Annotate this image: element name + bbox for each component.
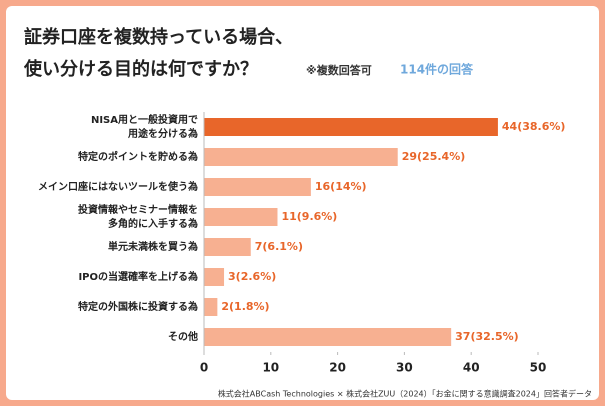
y-tick-label: その他 xyxy=(168,330,198,343)
label-line: メイン口座にはないツールを使う為 xyxy=(38,180,198,193)
value-label: 7(6.1%) xyxy=(255,240,303,253)
label-line: 特定のポイントを貯める為 xyxy=(78,150,198,163)
x-tick-label: 0 xyxy=(200,361,208,375)
bar xyxy=(204,118,498,136)
x-tick-label: 50 xyxy=(530,361,547,375)
bar xyxy=(204,298,218,316)
label-line: 特定の外国株に投資する為 xyxy=(78,300,198,313)
chart-title: 使い分ける目的は何ですか？ xyxy=(23,58,258,80)
x-tick-label: 10 xyxy=(262,361,279,375)
bar xyxy=(204,208,278,226)
label-line: NISA用と一般投資用で xyxy=(91,113,198,126)
bar xyxy=(204,178,311,196)
value-label: 3(2.6%) xyxy=(228,270,276,283)
value-label: 44(38.6%) xyxy=(502,120,566,133)
bar xyxy=(204,238,251,256)
response-count: 114件の回答 xyxy=(400,62,474,77)
panel xyxy=(6,6,599,400)
value-label: 37(32.5%) xyxy=(455,330,519,343)
bar xyxy=(204,148,398,166)
x-tick-label: 30 xyxy=(396,361,413,375)
y-tick-label: IPOの当選確率を上げる為 xyxy=(78,270,198,283)
value-label: 11(9.6%) xyxy=(281,210,337,223)
value-label: 16(14%) xyxy=(315,180,367,193)
y-tick-label: 単元未満株を買う為 xyxy=(108,240,198,253)
y-tick-label: 特定のポイントを貯める為 xyxy=(78,150,198,163)
note: ※複数回答可 xyxy=(306,63,372,77)
y-tick-label: メイン口座にはないツールを使う為 xyxy=(38,180,198,193)
value-label: 2(1.8%) xyxy=(221,300,269,313)
source: 株式会社ABCash Technologies × 株式会社ZUU（2024）「… xyxy=(218,389,592,399)
label-line: 単元未満株を買う為 xyxy=(108,240,198,253)
y-tick-label: NISA用と一般投資用で用途を分ける為 xyxy=(91,113,198,140)
x-tick-label: 20 xyxy=(329,361,346,375)
y-tick-label: 投資情報やセミナー情報を多角的に入手する為 xyxy=(78,203,198,230)
bar xyxy=(204,268,225,286)
label-line: 多角的に入手する為 xyxy=(108,217,198,230)
label-line: その他 xyxy=(168,330,198,343)
y-tick-label: 特定の外国株に投資する為 xyxy=(78,300,198,313)
label-line: IPOの当選確率を上げる為 xyxy=(78,270,198,283)
value-label: 29(25.4%) xyxy=(402,150,466,163)
x-tick-label: 40 xyxy=(463,361,480,375)
label-line: 用途を分ける為 xyxy=(127,127,198,140)
label-line: 投資情報やセミナー情報を xyxy=(78,203,198,216)
bar xyxy=(204,328,452,346)
chart-title: 証券口座を複数持っている場合、 xyxy=(24,26,293,48)
